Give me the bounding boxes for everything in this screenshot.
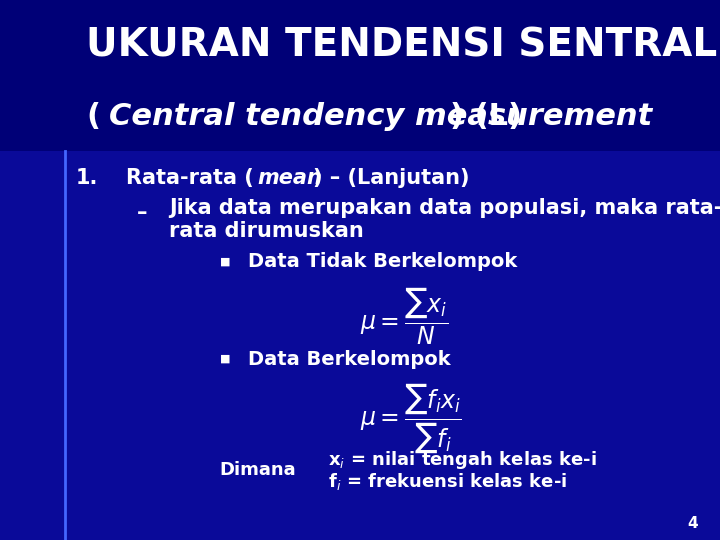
Text: Jika data merupakan data populasi, maka rata-: Jika data merupakan data populasi, maka … xyxy=(169,198,720,218)
Text: Data Tidak Berkelompok: Data Tidak Berkelompok xyxy=(248,252,518,272)
Text: 1.: 1. xyxy=(76,168,98,188)
Text: f$_i$ = frekuensi kelas ke-i: f$_i$ = frekuensi kelas ke-i xyxy=(328,471,567,492)
Text: $\mu = \dfrac{\sum f_i x_i}{\sum f_i}$: $\mu = \dfrac{\sum f_i x_i}{\sum f_i}$ xyxy=(360,382,462,455)
Text: ) (L): ) (L) xyxy=(450,102,522,131)
Text: ■: ■ xyxy=(220,257,230,267)
Text: Central tendency measurement: Central tendency measurement xyxy=(109,102,653,131)
Text: UKURAN TENDENSI SENTRAL: UKURAN TENDENSI SENTRAL xyxy=(86,27,718,65)
Text: x$_i$ = nilai tengah kelas ke-i: x$_i$ = nilai tengah kelas ke-i xyxy=(328,449,596,471)
Text: $\mu = \dfrac{\sum x_i}{N}$: $\mu = \dfrac{\sum x_i}{N}$ xyxy=(360,285,448,347)
Text: Data Berkelompok: Data Berkelompok xyxy=(248,349,451,369)
Text: (: ( xyxy=(86,102,100,131)
Text: ) – (Lanjutan): ) – (Lanjutan) xyxy=(313,168,469,188)
Text: mean: mean xyxy=(258,168,323,188)
Text: Rata-rata (: Rata-rata ( xyxy=(126,168,253,188)
Text: ■: ■ xyxy=(220,354,230,364)
Text: –: – xyxy=(137,203,148,224)
Text: Dimana: Dimana xyxy=(220,461,296,479)
Text: 4: 4 xyxy=(688,516,698,531)
FancyBboxPatch shape xyxy=(0,0,720,151)
Text: rata dirumuskan: rata dirumuskan xyxy=(169,221,364,241)
